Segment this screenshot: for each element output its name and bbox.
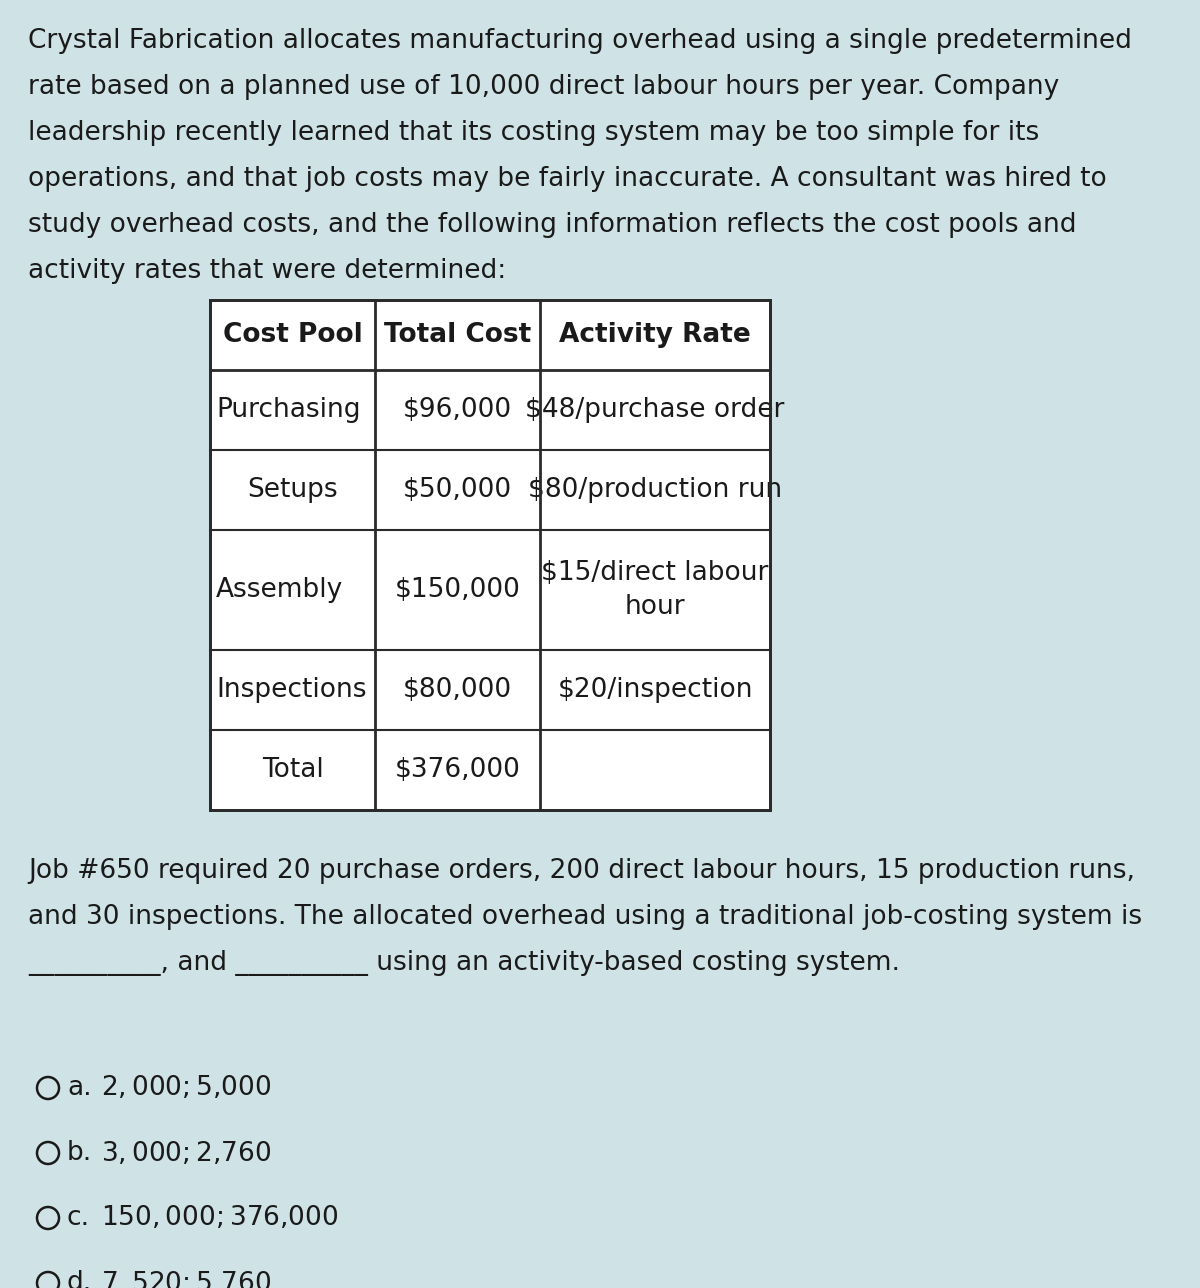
Text: Crystal Fabrication allocates manufacturing overhead using a single predetermine: Crystal Fabrication allocates manufactur… <box>28 28 1132 54</box>
Text: $80,000: $80,000 <box>403 677 512 703</box>
Text: $150,000: $150,000 <box>395 577 521 603</box>
Text: Cost Pool: Cost Pool <box>223 322 362 348</box>
Text: $15/direct labour
hour: $15/direct labour hour <box>541 560 769 620</box>
Text: c.: c. <box>67 1206 90 1231</box>
Text: Activity Rate: Activity Rate <box>559 322 751 348</box>
Text: $96,000: $96,000 <box>403 397 512 422</box>
Text: $20/inspection: $20/inspection <box>557 677 752 703</box>
Text: Inspections: Inspections <box>216 677 366 703</box>
Text: Job #650 required 20 purchase orders, 200 direct labour hours, 15 production run: Job #650 required 20 purchase orders, 20… <box>28 858 1135 884</box>
Text: Purchasing: Purchasing <box>216 397 360 422</box>
Text: leadership recently learned that its costing system may be too simple for its: leadership recently learned that its cos… <box>28 120 1039 146</box>
Text: and 30 inspections. The allocated overhead using a traditional job-costing syste: and 30 inspections. The allocated overhe… <box>28 904 1142 930</box>
Text: $150,000; $376,000: $150,000; $376,000 <box>101 1204 338 1231</box>
Text: Total Cost: Total Cost <box>384 322 532 348</box>
Text: a.: a. <box>67 1075 91 1101</box>
Text: study overhead costs, and the following information reflects the cost pools and: study overhead costs, and the following … <box>28 213 1076 238</box>
Text: $80/production run: $80/production run <box>528 477 782 504</box>
Text: $3,000; $2,760: $3,000; $2,760 <box>101 1140 271 1167</box>
Text: $7,520; $5,760: $7,520; $5,760 <box>101 1270 271 1288</box>
Text: $2,000; $5,000: $2,000; $5,000 <box>101 1074 271 1101</box>
Text: Total: Total <box>262 757 323 783</box>
Text: $376,000: $376,000 <box>395 757 521 783</box>
Text: rate based on a planned use of 10,000 direct labour hours per year. Company: rate based on a planned use of 10,000 di… <box>28 73 1060 100</box>
Text: operations, and that job costs may be fairly inaccurate. A consultant was hired : operations, and that job costs may be fa… <box>28 166 1106 192</box>
Text: __________, and __________ using an activity-based costing system.: __________, and __________ using an acti… <box>28 951 900 976</box>
Text: d.: d. <box>67 1270 92 1288</box>
Text: $48/purchase order: $48/purchase order <box>526 397 785 422</box>
Text: $50,000: $50,000 <box>403 477 512 504</box>
Text: activity rates that were determined:: activity rates that were determined: <box>28 258 506 283</box>
Text: b.: b. <box>67 1140 92 1166</box>
Bar <box>210 300 770 810</box>
Text: Setups: Setups <box>247 477 338 504</box>
Text: Assembly: Assembly <box>216 577 343 603</box>
